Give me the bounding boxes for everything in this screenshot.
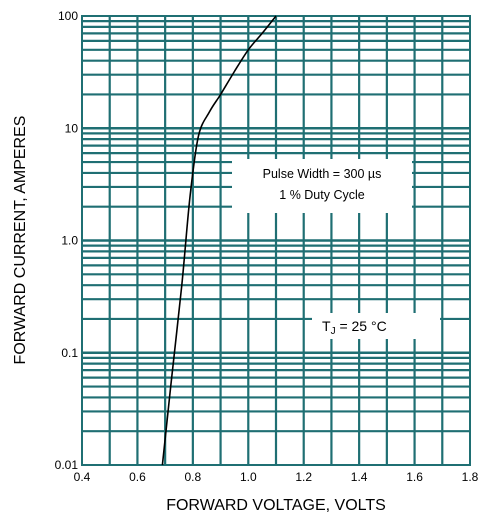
junction-temp-annotation: TJ = 25 °C <box>312 313 440 339</box>
x-axis-title: FORWARD VOLTAGE, VOLTS <box>166 497 386 514</box>
x-tick-label: 1.0 <box>240 470 257 484</box>
y-tick-label: 1.0 <box>61 234 78 248</box>
forward-voltage-curve <box>161 15 277 466</box>
x-tick-label: 0.8 <box>185 470 202 484</box>
tj-subscript: J <box>331 326 336 337</box>
x-tick-label: 1.8 <box>462 470 479 484</box>
x-tick-label: 1.6 <box>406 470 423 484</box>
duty-cycle-label: 1 % Duty Cycle <box>279 188 364 202</box>
pulse-width-label: Pulse Width = 300 µs <box>263 167 382 181</box>
pulse-annotation: Pulse Width = 300 µs 1 % Duty Cycle <box>232 159 412 213</box>
junction-temp-label: TJ = 25 °C <box>322 318 387 337</box>
y-tick-label: 10 <box>65 121 79 135</box>
plot-frame <box>81 15 471 466</box>
y-tick-label: 100 <box>58 9 78 23</box>
junction-temp-box <box>312 313 440 339</box>
y-tick-labels: 0.01 0.1 1.0 10 100 <box>55 9 79 472</box>
tj-rest: = 25 °C <box>336 318 387 334</box>
x-tick-label: 1.4 <box>351 470 368 484</box>
pulse-annotation-box <box>232 159 412 213</box>
y-axis-title: FORWARD CURRENT, AMPERES <box>12 116 29 365</box>
x-tick-label: 1.2 <box>295 470 312 484</box>
x-tick-label: 0.4 <box>74 470 91 484</box>
x-tick-label: 0.6 <box>129 470 146 484</box>
x-tick-labels: 0.4 0.6 0.8 1.0 1.2 1.4 1.6 1.8 <box>74 470 479 484</box>
tj-prefix: T <box>322 318 331 334</box>
y-tick-label: 0.01 <box>55 458 79 472</box>
y-tick-label: 0.1 <box>61 346 78 360</box>
